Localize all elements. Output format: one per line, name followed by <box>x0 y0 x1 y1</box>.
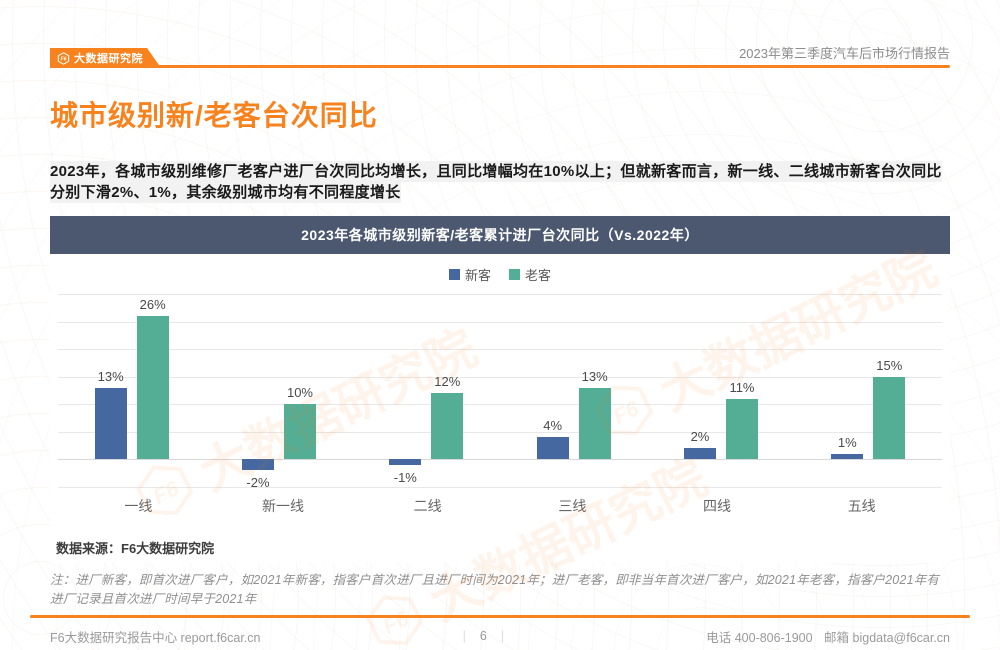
value-label: 11% <box>729 379 755 395</box>
chart-legend: 新客 老客 <box>50 265 950 284</box>
summary-text: 2023年，各城市级别维修厂老客户进厂台次同比均增长，且同比增幅均在10%以上；… <box>50 161 942 203</box>
legend-item-old: 老客 <box>509 265 551 284</box>
brand-name: 大数据研究院 <box>74 53 143 65</box>
value-label: 13% <box>97 368 124 384</box>
page-header: F6 大数据研究院 2023年第三季度汽车后市场行情报告 <box>50 46 950 68</box>
chart-bar <box>683 448 716 459</box>
bar-group: 1% 15% <box>795 294 942 487</box>
summary-paragraph: 2023年，各城市级别维修厂老客户进厂台次同比均增长，且同比增幅均在10%以上；… <box>50 161 950 203</box>
axis-label: 一线 <box>124 498 153 514</box>
data-source: 数据来源：F6大数据研究院 <box>56 541 215 556</box>
plot-area: 13% 26% -2% 10% -1% 12% 4% 13% 2% 11% 1% 15% 一线 新一线 二… <box>50 284 950 516</box>
legend-label-old: 老客 <box>525 268 552 283</box>
bar-group: -1% 12% <box>353 294 500 487</box>
chart-bar <box>536 437 569 459</box>
axis-label: 四线 <box>703 498 732 514</box>
chart-bar <box>578 387 611 459</box>
bar-group: 4% 13% <box>500 294 647 487</box>
value-label: 15% <box>876 357 903 373</box>
legend-swatch-new <box>448 269 460 280</box>
page-number: 6 <box>479 629 487 644</box>
chart-bar <box>283 404 316 459</box>
value-label: 13% <box>581 368 608 384</box>
page-footer: F6大数据研究报告中心 report.f6car.cn | 6 | 电话 400… <box>50 627 950 646</box>
footer-phone: 电话 400-806-1900 <box>706 630 813 645</box>
page-number-block: | 6 | <box>463 629 504 643</box>
footnote: 注：进厂新客，即首次进厂客户，如2021年新客，指客户首次进厂且进厂时间为202… <box>50 573 940 607</box>
bar-group: 2% 11% <box>647 294 794 487</box>
chart-bar <box>389 459 422 465</box>
chart-bar <box>873 376 906 459</box>
chart-bar <box>831 453 864 459</box>
legend-item-new: 新客 <box>448 265 491 284</box>
chart-bar <box>431 393 464 459</box>
value-label: 12% <box>434 374 461 389</box>
chart-bar <box>241 459 274 470</box>
axis-label: 新一线 <box>262 498 304 514</box>
footer-rule <box>30 614 970 618</box>
axis-label: 三线 <box>558 498 587 514</box>
header-rule <box>50 65 950 68</box>
chart-bar <box>94 387 127 459</box>
value-label: 26% <box>139 297 166 312</box>
value-label: 4% <box>543 418 563 433</box>
chart-card: 2023年各城市级别新客/老客累计进厂台次同比（Vs.2022年） 新客 老客 … <box>50 216 950 646</box>
axis-label: 二线 <box>413 498 442 514</box>
brand-logo: F6 大数据研究院 <box>50 48 161 68</box>
page-title: 城市级别新/老客台次同比 <box>50 100 378 131</box>
legend-swatch-old <box>509 269 520 280</box>
legend-label-new: 新客 <box>464 268 491 283</box>
value-label: 1% <box>837 434 857 450</box>
bar-group: -2% 10% <box>205 294 352 490</box>
chart-bar <box>725 398 758 459</box>
bar-plot: 13% 26% -2% 10% -1% 12% 4% 13% 2% 11% 1% 15% <box>58 294 942 490</box>
footer-email: 邮箱 bigdata@f6car.cn <box>824 630 950 645</box>
value-label: -1% <box>393 469 417 485</box>
chart-bar <box>136 316 169 459</box>
value-label: -2% <box>246 475 270 490</box>
x-axis-labels: 一线 新一线 二线 三线 四线 五线 <box>58 496 942 516</box>
report-title: 2023年第三季度汽车后市场行情报告 <box>739 46 950 61</box>
axis-label: 五线 <box>847 498 876 514</box>
svg-text:F6: F6 <box>61 56 67 62</box>
bar-group: 13% 26% <box>58 294 205 487</box>
footer-right: 电话 400-806-1900 邮箱 bigdata@f6car.cn <box>706 627 950 646</box>
chart-title: 2023年各城市级别新客/老客累计进厂台次同比（Vs.2022年） <box>50 216 950 254</box>
separator: | <box>462 629 466 644</box>
value-label: 2% <box>690 429 710 444</box>
f6-hexagon-icon: F6 <box>57 52 70 65</box>
value-label: 10% <box>286 385 313 400</box>
footer-left: F6大数据研究报告中心 report.f6car.cn <box>50 630 261 645</box>
separator: | <box>500 629 505 644</box>
